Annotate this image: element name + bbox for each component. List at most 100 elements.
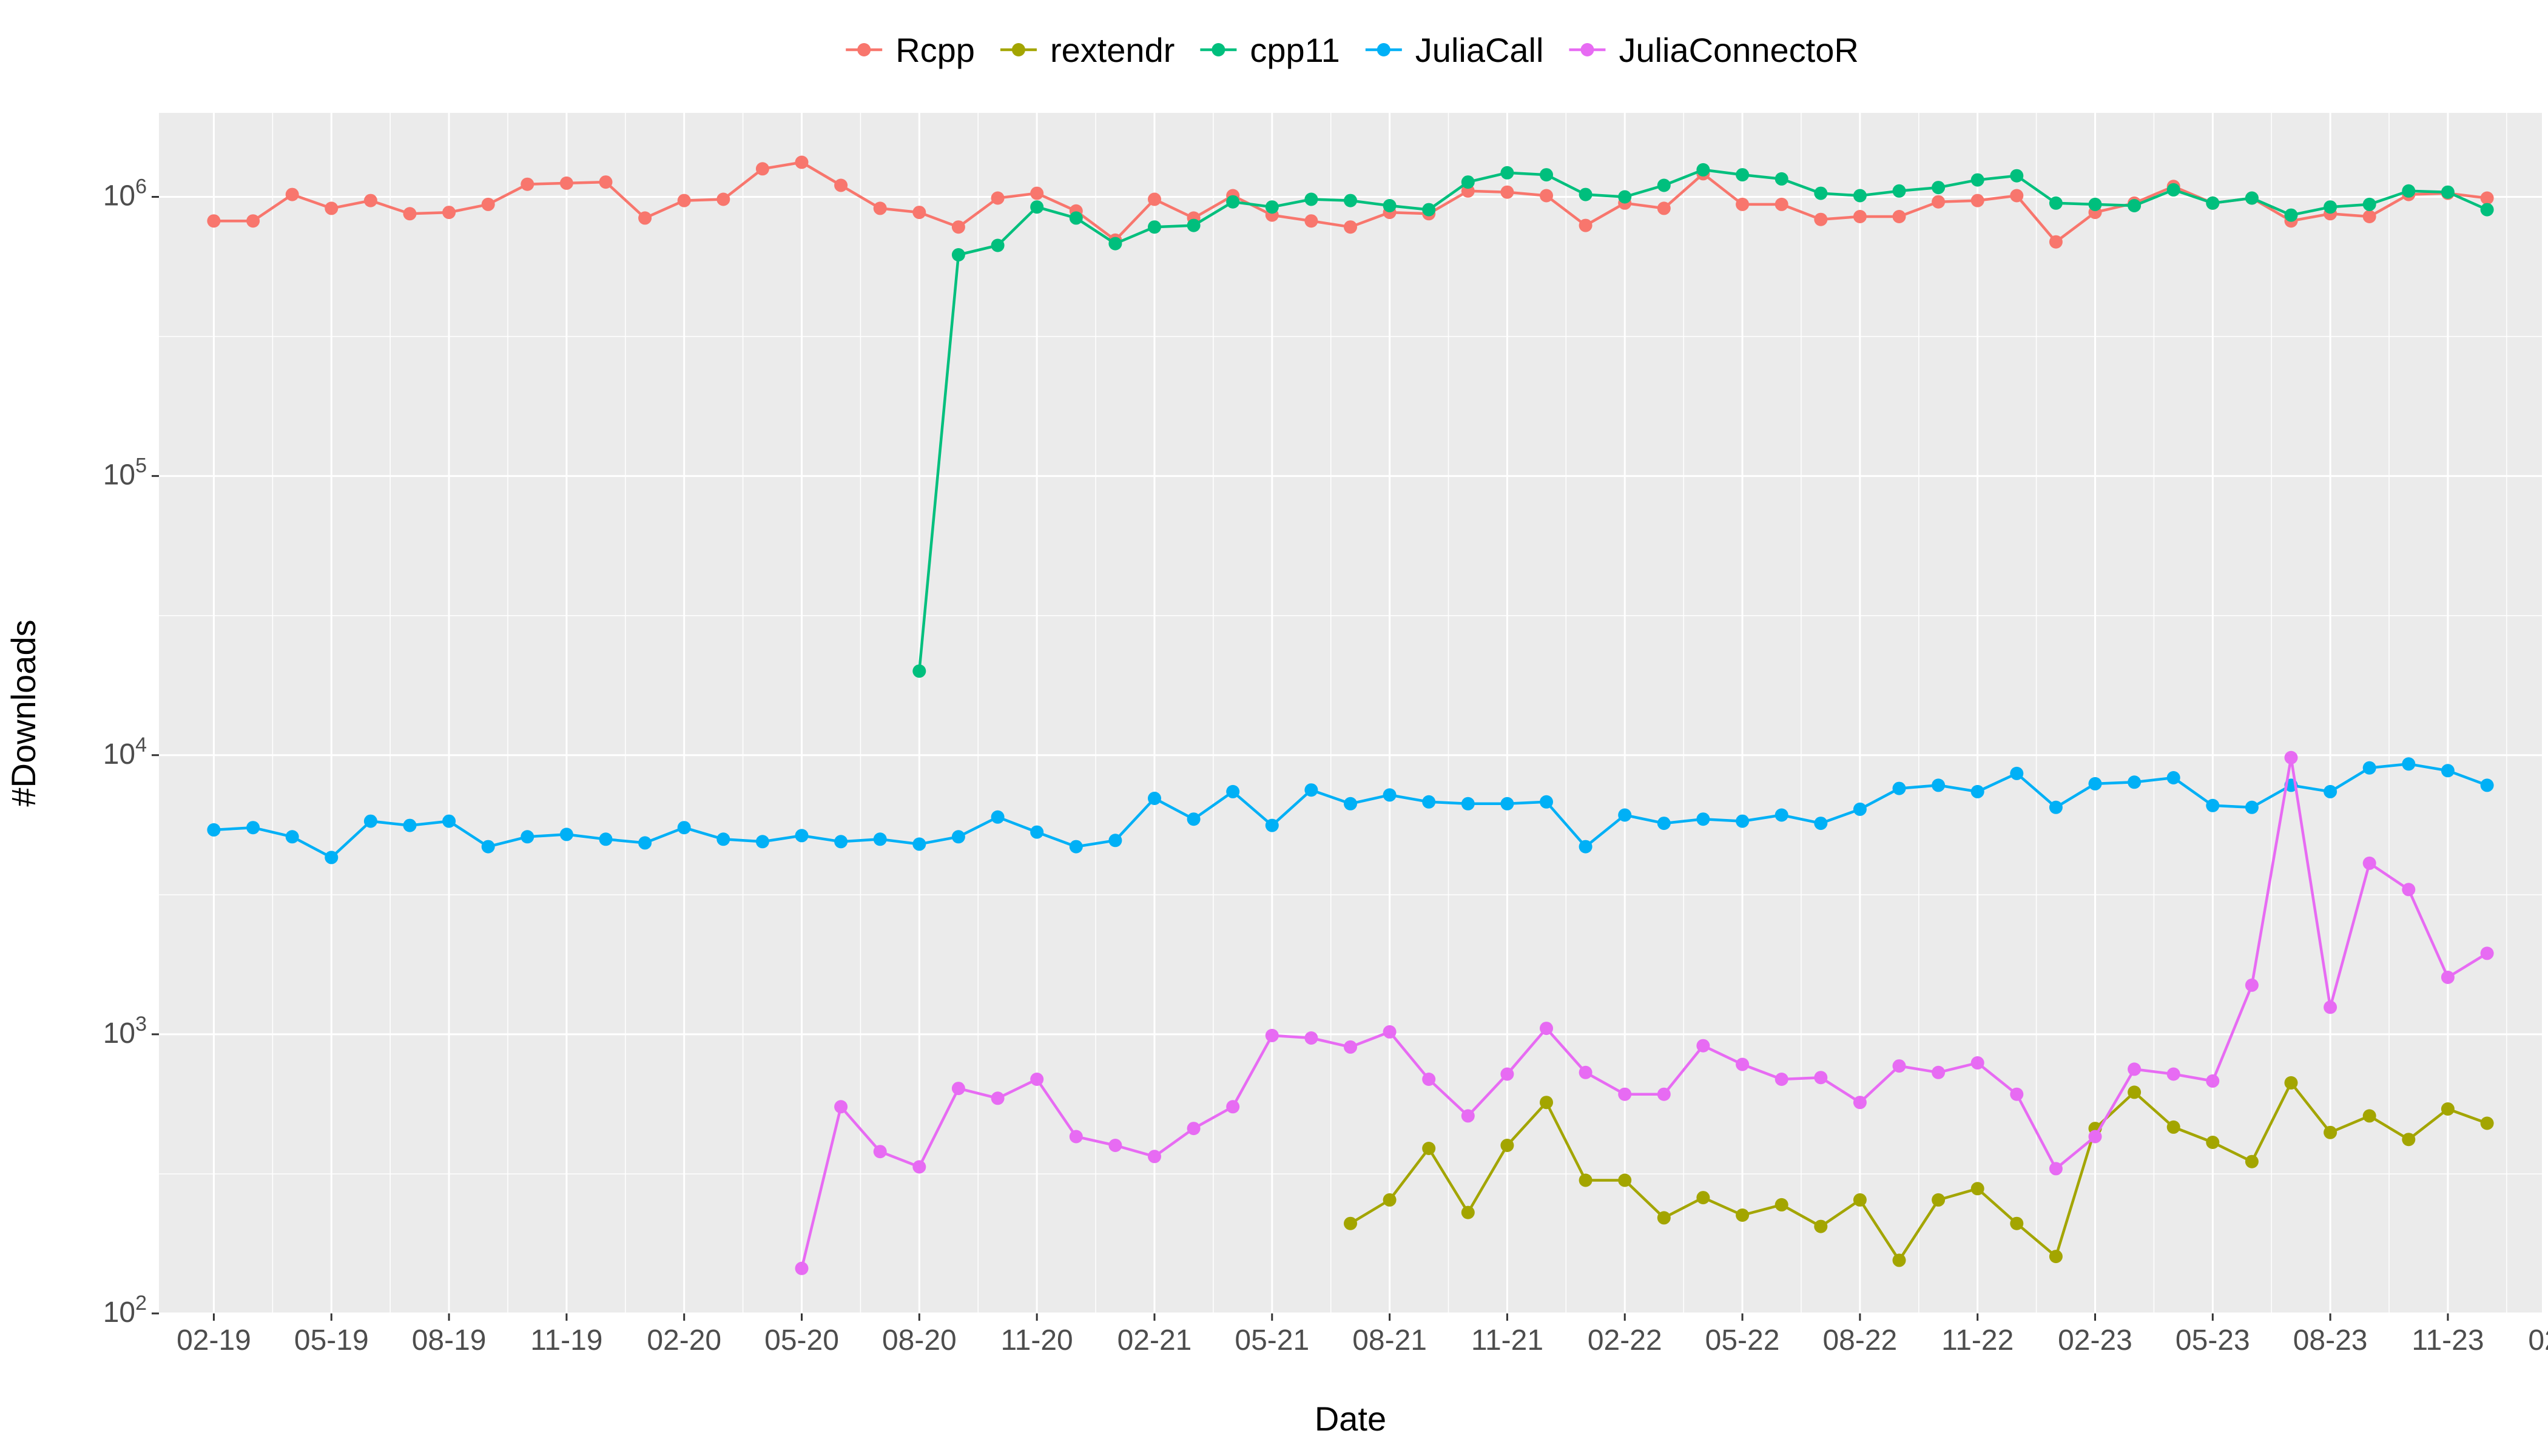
- x-tick-label: 02-23: [2058, 1324, 2132, 1357]
- data-point-rextendr: [2245, 1154, 2259, 1168]
- data-point-juliacall: [325, 851, 339, 864]
- data-point-cpp11: [2128, 199, 2142, 212]
- data-point-juliacall: [2245, 800, 2259, 814]
- data-point-juliaconnector: [1970, 1056, 1984, 1070]
- data-point-cpp11: [2284, 208, 2298, 222]
- data-point-juliacall: [951, 830, 965, 844]
- data-point-juliacall: [1736, 814, 1750, 828]
- data-point-juliacall: [1383, 788, 1397, 802]
- data-point-cpp11: [1265, 200, 1279, 214]
- x-tick-label: 08-19: [412, 1324, 487, 1357]
- x-tick-label: 08-23: [2293, 1324, 2368, 1357]
- data-point-cpp11: [1500, 166, 1514, 180]
- data-point-rcpp: [1304, 214, 1318, 228]
- data-point-cpp11: [1618, 190, 1632, 204]
- data-point-rcpp: [285, 187, 299, 201]
- legend-item-cpp11: cpp11: [1200, 31, 1340, 69]
- data-point-cpp11: [2441, 185, 2455, 199]
- data-point-rcpp: [1774, 197, 1788, 211]
- y-tick-label: 104: [103, 733, 147, 770]
- x-tick-label: 11-20: [1001, 1324, 1073, 1357]
- data-point-juliacall: [1618, 808, 1632, 822]
- data-point-juliacall: [1226, 784, 1240, 798]
- data-point-juliacall: [677, 821, 691, 835]
- data-point-juliaconnector: [2166, 1067, 2180, 1081]
- data-point-cpp11: [1932, 181, 1946, 195]
- data-point-juliacall: [1344, 797, 1357, 811]
- data-point-cpp11: [1736, 168, 1750, 182]
- data-point-cpp11: [1187, 218, 1201, 232]
- data-point-juliaconnector: [2480, 946, 2494, 960]
- legend-label: cpp11: [1250, 31, 1340, 69]
- data-point-juliaconnector: [1148, 1150, 1161, 1164]
- data-point-rextendr: [2480, 1116, 2494, 1130]
- data-point-juliaconnector: [795, 1261, 809, 1275]
- data-point-rcpp: [363, 194, 377, 207]
- data-point-cpp11: [1422, 203, 1436, 217]
- y-tick-label: 106: [103, 175, 147, 212]
- data-point-juliaconnector: [1618, 1087, 1632, 1101]
- data-point-rcpp: [716, 192, 730, 206]
- x-tick-label: 02-19: [177, 1324, 251, 1357]
- x-tick-label: 05-20: [764, 1324, 839, 1357]
- data-point-rextendr: [1814, 1219, 1828, 1233]
- data-point-rcpp: [677, 194, 691, 207]
- x-tick-label: 05-22: [1705, 1324, 1780, 1357]
- data-point-cpp11: [1853, 189, 1867, 203]
- data-point-rcpp: [1970, 194, 1984, 207]
- data-point-juliacall: [1304, 783, 1318, 797]
- data-point-juliacall: [755, 835, 769, 849]
- data-point-juliaconnector: [1814, 1071, 1828, 1085]
- data-point-juliacall: [1696, 812, 1710, 826]
- data-point-juliacall: [285, 830, 299, 844]
- data-point-cpp11: [1579, 187, 1592, 201]
- legend-key-point: [1377, 43, 1390, 56]
- data-point-rcpp: [795, 155, 809, 169]
- data-point-juliacall: [599, 832, 613, 846]
- data-point-juliacall: [1187, 812, 1201, 826]
- data-point-juliacall: [2010, 766, 2024, 780]
- data-point-juliaconnector: [2324, 1000, 2337, 1014]
- data-point-rcpp: [559, 176, 573, 190]
- data-point-juliaconnector: [1069, 1130, 1083, 1144]
- data-point-rextendr: [1736, 1208, 1750, 1222]
- data-point-rextendr: [1696, 1191, 1710, 1205]
- data-point-rextendr: [2206, 1136, 2220, 1149]
- data-point-cpp11: [1030, 200, 1044, 214]
- data-point-rextendr: [2284, 1076, 2298, 1090]
- y-tick-label: 103: [103, 1013, 147, 1050]
- data-point-rextendr: [2166, 1120, 2180, 1134]
- data-point-rcpp: [873, 201, 887, 215]
- series-line-rextendr: [1349, 1081, 2488, 1262]
- data-point-rcpp: [1814, 212, 1828, 226]
- data-point-juliacall: [521, 830, 534, 844]
- legend-key-point: [857, 43, 871, 56]
- data-point-juliacall: [1069, 840, 1083, 854]
- data-point-rextendr: [1344, 1216, 1357, 1230]
- data-point-juliacall: [2128, 775, 2142, 789]
- data-point-juliaconnector: [2402, 883, 2416, 897]
- data-point-rcpp: [1657, 201, 1671, 215]
- legend-item-juliaconnector: JuliaConnectoR: [1569, 31, 1859, 69]
- data-point-rcpp: [1736, 197, 1750, 211]
- data-point-rcpp: [991, 191, 1005, 205]
- data-point-cpp11: [2010, 169, 2024, 183]
- data-point-juliacall: [2402, 757, 2416, 771]
- data-point-juliacall: [2441, 764, 2455, 778]
- x-tick-label: 11-19: [530, 1324, 602, 1357]
- legend-item-juliacall: JuliaCall: [1365, 31, 1543, 69]
- data-point-cpp11: [1814, 186, 1828, 200]
- data-point-cpp11: [1461, 175, 1475, 189]
- data-point-rextendr: [1618, 1173, 1632, 1187]
- data-point-juliacall: [1814, 817, 1828, 831]
- data-point-rcpp: [755, 162, 769, 176]
- data-point-juliacall: [2206, 798, 2220, 812]
- data-point-rcpp: [2480, 191, 2494, 205]
- data-point-juliacall: [1579, 840, 1592, 854]
- data-point-rcpp: [599, 175, 613, 189]
- data-point-juliacall: [2049, 800, 2063, 814]
- data-point-juliaconnector: [1696, 1039, 1710, 1053]
- data-point-rcpp: [2362, 210, 2376, 223]
- data-point-cpp11: [2402, 184, 2416, 198]
